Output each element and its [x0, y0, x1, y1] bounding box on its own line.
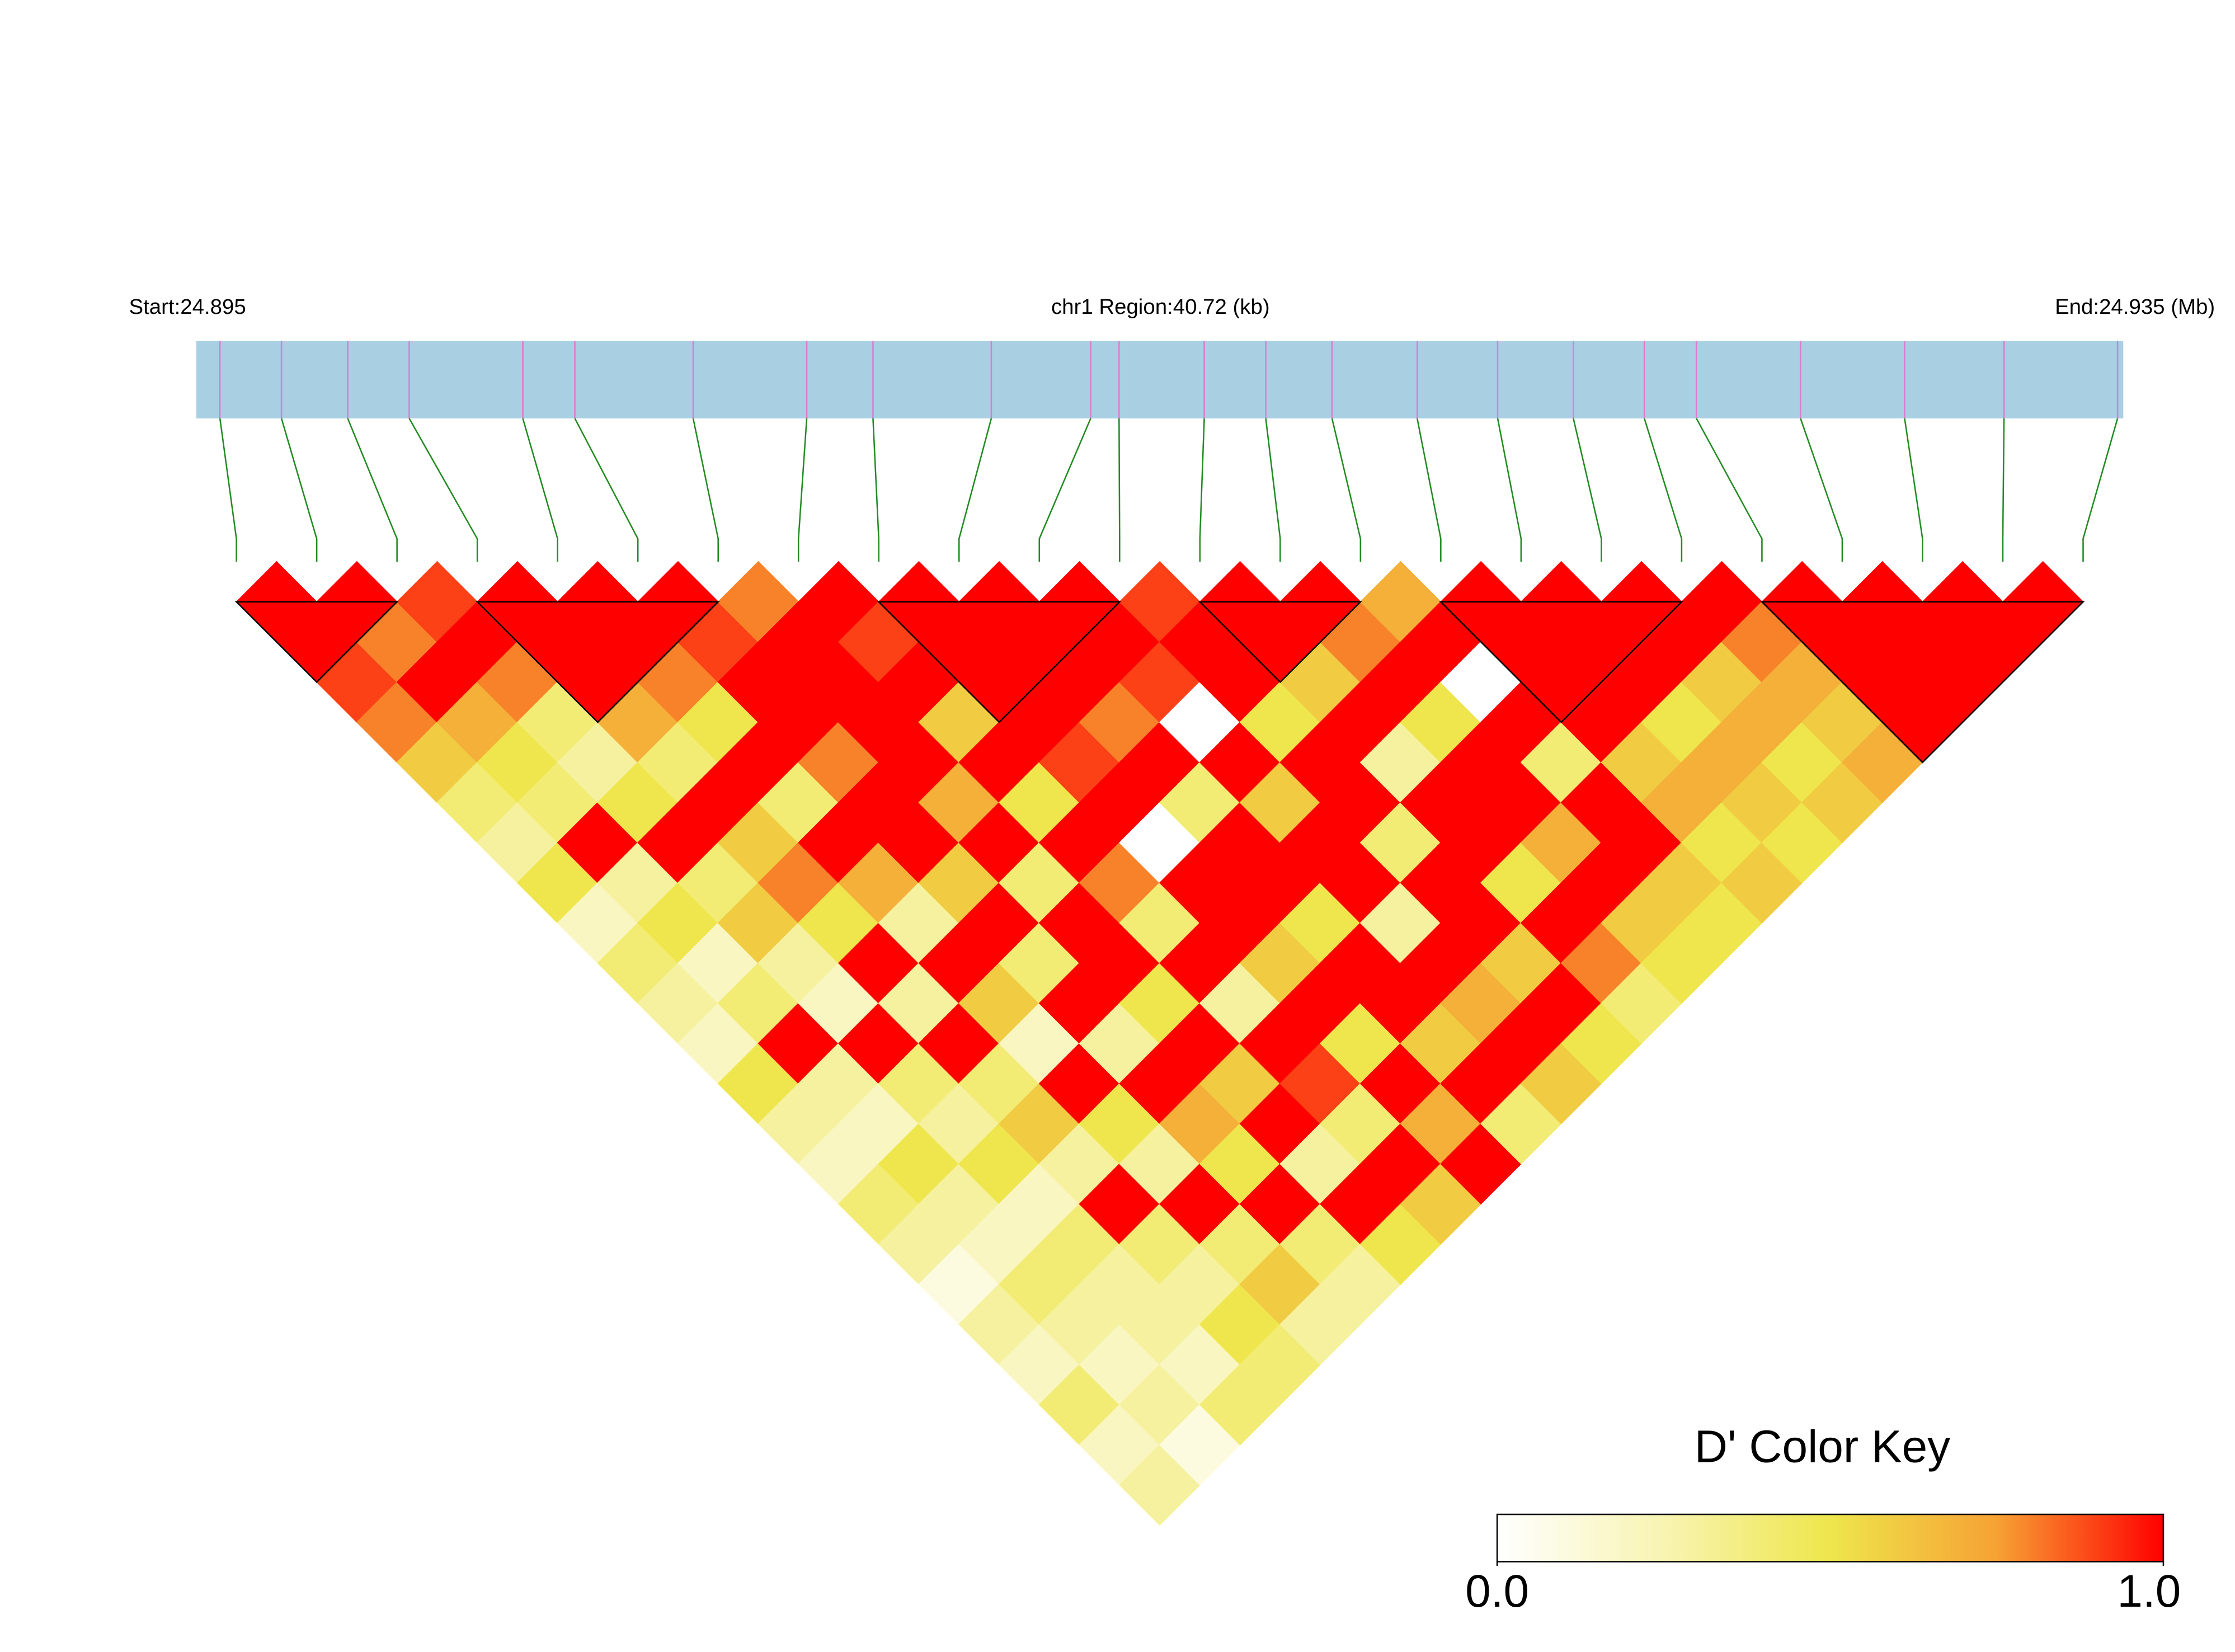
color-key [1496, 1513, 2165, 1562]
region-bar [196, 341, 2124, 418]
snp-link [1696, 418, 1763, 562]
snp-link [1904, 418, 1923, 562]
ld-block [1760, 601, 2085, 764]
ld-block [1439, 601, 1683, 723]
key-tick-label: 1.0 [2117, 1566, 2181, 1617]
snp-link [522, 418, 558, 562]
snp-link [1573, 418, 1602, 562]
key-tick-label: 0.0 [1465, 1566, 1529, 1617]
snp-link [574, 418, 639, 562]
snp-link [1644, 418, 1683, 562]
snp-link [2082, 418, 2119, 562]
snp-link [2002, 418, 2005, 562]
snp-link [872, 418, 880, 562]
snp-link [1416, 418, 1442, 562]
snp-link [1331, 418, 1362, 562]
snp-link [1265, 418, 1281, 562]
snp-link [347, 418, 398, 562]
ld-block [476, 601, 720, 723]
snp-link [797, 418, 808, 562]
end-label: End:24.935 (Mb) [2055, 295, 2215, 319]
ld-block [877, 601, 1122, 723]
snp-link [1038, 418, 1091, 562]
region-label: chr1 Region:40.72 (kb) [1051, 295, 1270, 319]
snp-link [219, 418, 237, 562]
ld-block [234, 601, 399, 684]
key-title: D' Color Key [1695, 1421, 1950, 1472]
snp-link [1800, 418, 1843, 562]
snp-link [692, 418, 719, 562]
snp-link [408, 418, 478, 562]
snp-link [280, 418, 318, 562]
snp-link [1497, 418, 1522, 562]
start-label: Start:24.895 [129, 295, 246, 319]
ld-block [1198, 601, 1362, 684]
snp-link [1199, 418, 1205, 562]
snp-link [958, 418, 992, 562]
